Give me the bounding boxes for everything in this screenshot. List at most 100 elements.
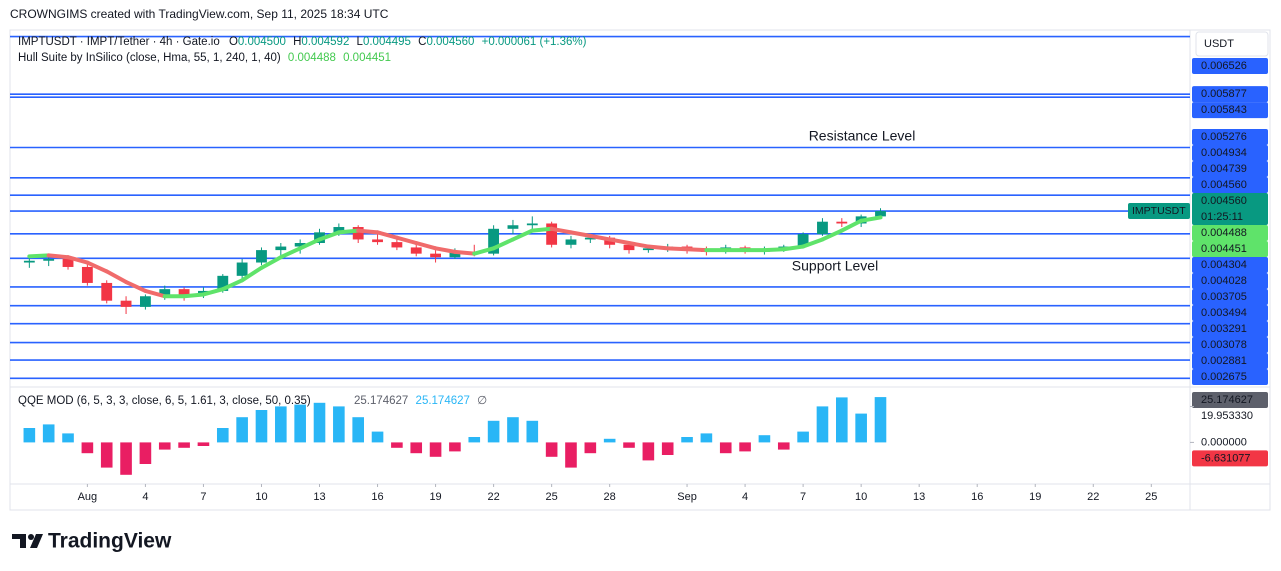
price-label: 0.004028 — [1201, 275, 1247, 287]
hull-segment — [433, 246, 457, 254]
qqe-bar — [719, 442, 732, 454]
price-label-bg — [1192, 225, 1268, 241]
x-tick-label: 19 — [1029, 491, 1041, 503]
hull-segment — [839, 218, 864, 233]
qqe-bar — [623, 442, 635, 448]
price-label-bg — [1192, 102, 1268, 119]
candle-body — [294, 243, 306, 247]
candle-body — [139, 296, 151, 307]
ohlc-key: H — [293, 36, 301, 48]
price-label-bg — [1192, 257, 1268, 273]
candle-body — [101, 282, 113, 301]
hull-segment — [240, 265, 264, 283]
hull-segment — [472, 246, 496, 256]
qqe-bar — [391, 442, 403, 448]
x-tick-label: 16 — [971, 491, 983, 503]
candle-body — [256, 250, 267, 263]
hull-segment — [124, 280, 148, 293]
qqe-bar — [681, 437, 693, 443]
hull-segment — [375, 230, 399, 240]
price-label-bg — [1192, 241, 1268, 257]
candle-body — [449, 251, 461, 258]
hull-segment — [801, 237, 825, 249]
qqe-bar — [197, 442, 210, 446]
hull-segment — [685, 247, 709, 253]
currency: USDT — [1204, 38, 1234, 50]
price-label-bg — [1192, 392, 1268, 408]
candle-body — [817, 221, 828, 235]
qqe-bar — [874, 397, 887, 443]
candle-body — [333, 227, 345, 233]
candle-body — [797, 234, 809, 247]
price-label-bg — [1192, 273, 1268, 289]
price-label-bg — [1192, 337, 1268, 353]
hull-segment — [66, 255, 90, 265]
qqe-bar — [526, 420, 539, 443]
price-label: 0.004739 — [1201, 163, 1247, 175]
countdown: 01:25:11 — [1201, 211, 1243, 223]
price-label: -6.631077 — [1201, 452, 1251, 464]
qqe-bar — [603, 438, 616, 443]
brand: TradingView — [48, 530, 172, 553]
candle-body — [507, 225, 519, 229]
x-tick-label: 10 — [255, 491, 267, 503]
price-label-bg — [1192, 353, 1268, 369]
ohlc-key: L — [357, 36, 364, 48]
currency-box[interactable] — [1195, 31, 1269, 57]
change: +0.000061 (+1.36%) — [482, 36, 587, 48]
qqe-value: ∅ — [477, 395, 487, 407]
ohlc-value: 0.004560 — [426, 36, 474, 48]
qqe-bar — [139, 442, 152, 464]
qqe-bar — [371, 431, 384, 443]
qqe-bar — [120, 442, 132, 475]
x-tick-label: 25 — [1145, 491, 1157, 503]
hull-segment — [259, 255, 283, 270]
ohlc-key: O — [229, 36, 238, 48]
symbol-tag-bg — [1128, 203, 1190, 220]
ohlc-value: 0.004592 — [301, 36, 349, 48]
hull-segment — [588, 233, 612, 242]
candle-body — [565, 239, 577, 245]
price-label: 0.005843 — [1201, 104, 1247, 116]
x-tick-label: 4 — [742, 491, 748, 503]
hull-segment — [510, 228, 535, 242]
qqe-bar — [23, 428, 36, 443]
qqe-bar — [855, 413, 867, 443]
hull-segment — [104, 269, 129, 285]
price-label-bg — [1192, 161, 1268, 177]
candle-body — [62, 258, 74, 267]
brand-logo — [12, 534, 43, 548]
qqe-legend: QQE MOD (6, 5, 3, 3, close, 6, 5, 1.61, … — [18, 395, 487, 407]
x-tick-label: 28 — [604, 491, 616, 503]
candle-body — [875, 211, 886, 217]
hull-segment — [27, 253, 51, 259]
price-label: 0.002675 — [1201, 371, 1247, 383]
hull-segment — [530, 226, 554, 233]
qqe-value: 25.174627 — [416, 395, 470, 407]
candle-body — [410, 247, 422, 254]
candle-body — [430, 253, 441, 258]
x-tick-label: 19 — [429, 491, 441, 503]
qqe-bar — [178, 442, 190, 448]
price-label-bg — [1192, 86, 1268, 103]
price-label-bg — [1192, 305, 1268, 321]
price-label: 0.004304 — [1201, 259, 1247, 271]
x-tick-label: 4 — [142, 491, 148, 503]
qqe-bar — [836, 397, 848, 443]
qqe-bar — [487, 420, 500, 443]
chart-frame — [9, 29, 1271, 511]
candle-body — [23, 260, 35, 263]
price-legend: IMPTUSDT · IMPT/Tether · 4h · Gate.io O0… — [18, 36, 587, 48]
x-tick-label: 13 — [913, 491, 925, 503]
ohlc-value: 0.004495 — [363, 36, 411, 48]
price-label: 0.002881 — [1201, 355, 1247, 367]
candle-body — [120, 300, 132, 307]
x-tick-label: 13 — [313, 491, 325, 503]
annotation: Resistance Level — [809, 128, 916, 144]
hull-segment — [549, 226, 573, 235]
price-label: 0.004934 — [1201, 147, 1247, 159]
qqe-bar — [739, 442, 751, 452]
price-label: 0.003705 — [1201, 291, 1247, 303]
qqe-bar — [42, 424, 55, 443]
hull-segment — [298, 237, 322, 251]
